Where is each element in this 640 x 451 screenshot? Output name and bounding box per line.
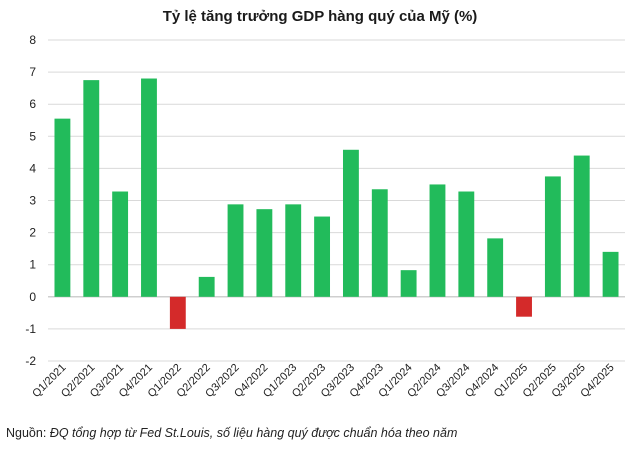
- bar-q1-2023: [285, 204, 302, 297]
- y-tick-label: 4: [29, 161, 36, 175]
- bar-q2-2021: [83, 80, 100, 297]
- source-text: ĐQ tổng hợp từ Fed St.Louis, số liệu hàn…: [46, 426, 458, 440]
- bar-q4-2024: [487, 238, 504, 297]
- y-tick-label: 0: [29, 290, 36, 304]
- bar-q4-2021: [141, 78, 157, 297]
- y-tick-label: 2: [29, 226, 36, 240]
- y-tick-label: 7: [29, 65, 36, 79]
- bars: [54, 78, 619, 329]
- bar-q3-2023: [342, 149, 359, 297]
- gridlines: [48, 39, 625, 362]
- bar-q1-2021: [54, 118, 71, 297]
- y-tick-label: 3: [29, 194, 36, 208]
- bar-q3-2021: [112, 191, 129, 297]
- bar-q2-2025: [544, 176, 561, 297]
- bar-q3-2025: [573, 155, 590, 297]
- bar-q3-2024: [458, 191, 475, 297]
- bar-q2-2023: [314, 216, 331, 297]
- bar-q4-2022: [256, 209, 273, 297]
- y-tick-label: 5: [29, 129, 36, 143]
- y-tick-label: 8: [29, 33, 36, 47]
- bar-q3-2022: [227, 204, 244, 297]
- source-label: Nguồn:: [6, 426, 47, 440]
- source-note: Nguồn: ĐQ tổng hợp từ Fed St.Louis, số l…: [6, 426, 457, 440]
- bar-q1-2022: [169, 296, 186, 329]
- y-axis: 8 7 6 5 4 3 2 1 0 -1 -2: [25, 33, 36, 368]
- bar-q1-2025: [516, 296, 532, 317]
- y-tick-label: 1: [29, 258, 36, 272]
- x-axis: Q1/2021Q2/2021Q3/2021Q4/2021Q1/2022Q2/20…: [30, 362, 616, 400]
- chart-title: Tỷ lệ tăng trưởng GDP hàng quý của Mỹ (%…: [162, 8, 478, 25]
- bar-q2-2022: [198, 276, 215, 297]
- bar-q1-2024: [400, 270, 417, 297]
- bar-q2-2024: [429, 184, 446, 297]
- y-tick-label: -2: [25, 354, 36, 368]
- bar-q4-2023: [371, 189, 388, 297]
- bar-q4-2025: [602, 251, 619, 297]
- y-tick-label: -1: [25, 322, 36, 336]
- y-tick-label: 6: [29, 97, 36, 111]
